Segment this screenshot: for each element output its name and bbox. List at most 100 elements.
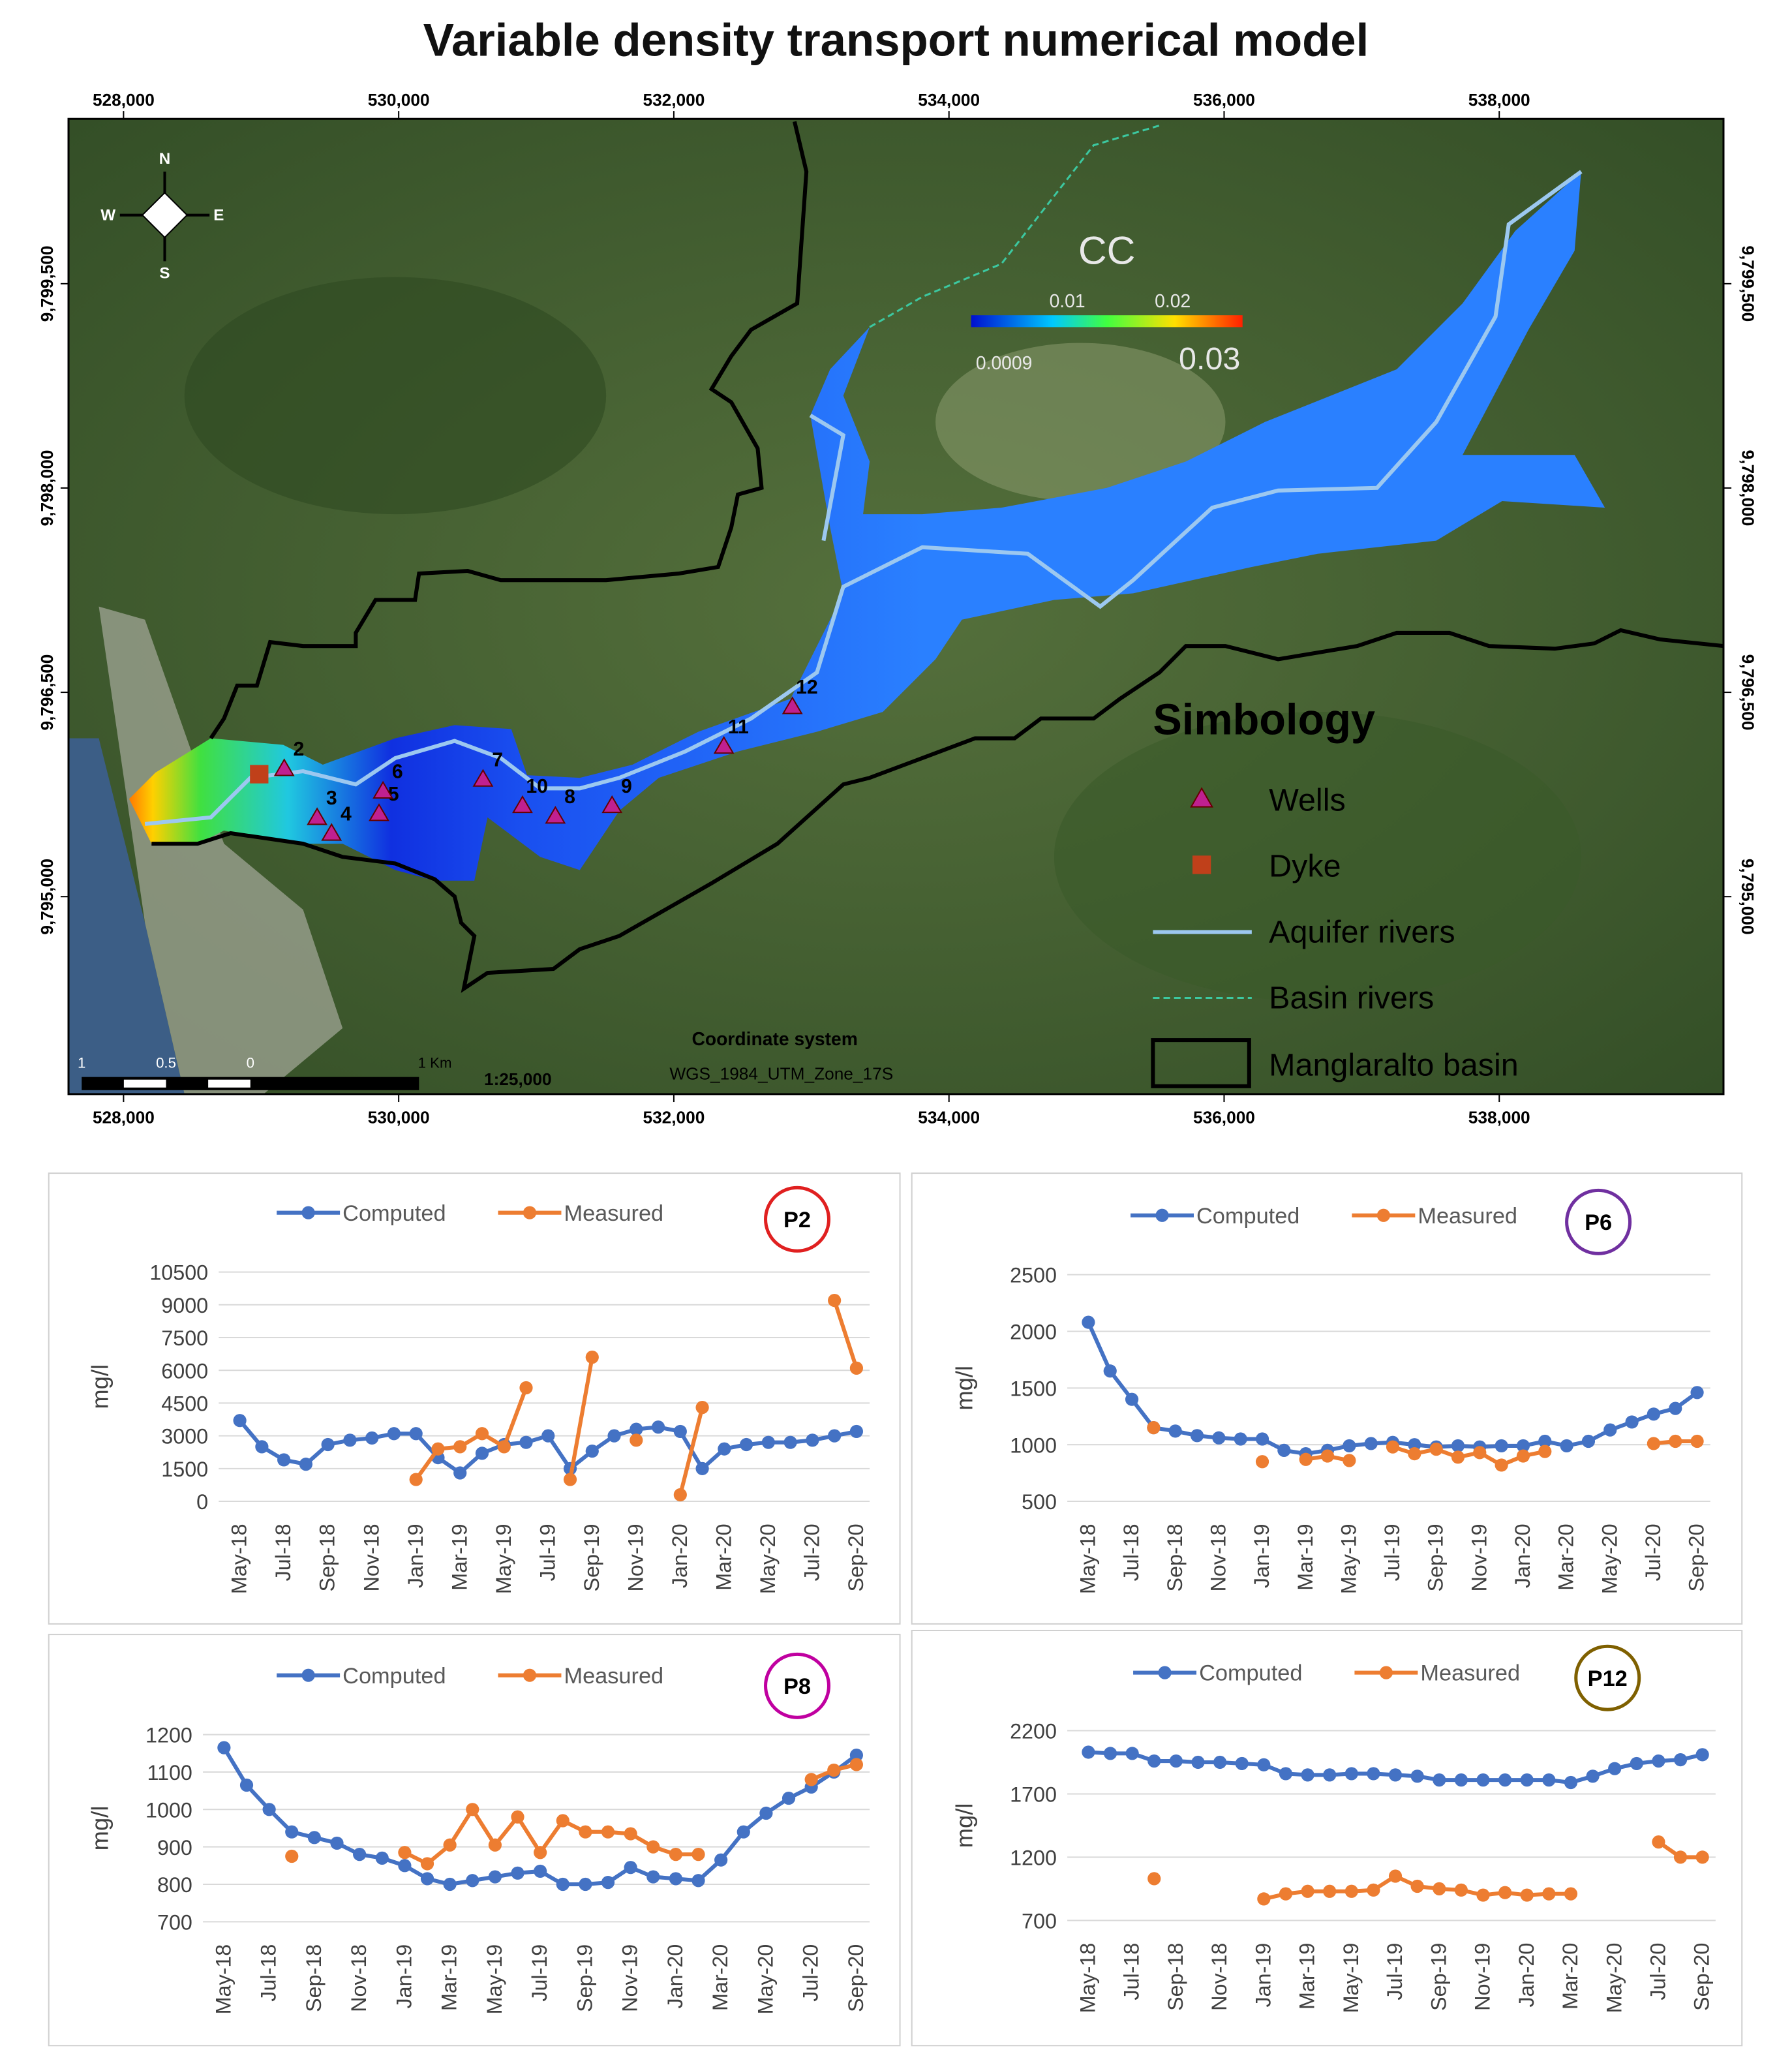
x-tick-label: Jul-18 [1119, 1523, 1143, 1581]
compass-s: S [159, 265, 170, 283]
x-tick-label: Nov-18 [347, 1944, 371, 2012]
well [713, 736, 735, 754]
map-forest [1054, 712, 1581, 1002]
series-point [233, 1414, 247, 1428]
series-point [299, 1458, 312, 1471]
series-point [398, 1846, 412, 1860]
series-line [414, 1300, 858, 1495]
x-tick-label: Jul-20 [1647, 1943, 1670, 2000]
series-point [1255, 1455, 1269, 1469]
map-x-tick-label: 534,000 [918, 1107, 980, 1127]
series-point [1388, 1768, 1403, 1782]
map-y-tick-label: 9,798,000 [1738, 450, 1757, 527]
map-x-tick-label: 536,000 [1193, 1107, 1255, 1127]
series-point [601, 1876, 615, 1890]
y-tick-label: 700 [1022, 1909, 1057, 1933]
chart-frame [48, 1172, 901, 1625]
map-y-tick-label: 9,796,500 [1738, 654, 1757, 731]
series-point [1213, 1755, 1227, 1769]
y-tick-label: 2500 [1010, 1264, 1057, 1287]
series-point [1147, 1872, 1161, 1886]
map-town [935, 343, 1226, 501]
series-point [1299, 1452, 1313, 1466]
series-point [1125, 1392, 1139, 1406]
series-point [511, 1810, 524, 1824]
colorbar-bar [971, 315, 1243, 328]
series-point [1367, 1883, 1380, 1897]
series-point [1433, 1882, 1446, 1895]
x-tick-label: Sep-19 [1424, 1523, 1448, 1591]
legend-point [301, 1668, 315, 1682]
legend-item: Wells [1269, 783, 1346, 818]
legend-point [1379, 1666, 1393, 1679]
series-point [1343, 1454, 1356, 1467]
series-point [1476, 1888, 1490, 1902]
series-point [1564, 1887, 1578, 1901]
series-point [466, 1803, 479, 1816]
x-tick-label: Jan-20 [668, 1523, 691, 1588]
compass-n: N [159, 150, 171, 168]
map-x-tick-label: 534,000 [918, 90, 980, 110]
series-point [1538, 1434, 1552, 1448]
coordinate-system-name: WGS_1984_UTM_Zone_17S [669, 1064, 893, 1084]
y-axis-label: mg/l [951, 1366, 978, 1411]
series-point [740, 1437, 753, 1452]
series-point [1520, 1773, 1534, 1787]
series-point [1538, 1445, 1552, 1458]
x-tick-label: May-20 [1598, 1523, 1621, 1594]
series-point [1451, 1439, 1465, 1453]
y-tick-label: 500 [1022, 1490, 1057, 1514]
series-point [1364, 1437, 1378, 1450]
series-point [782, 1791, 796, 1805]
series-point [1410, 1879, 1424, 1893]
map-x-tick-label: 530,000 [368, 90, 430, 110]
x-tick-label: May-19 [1337, 1523, 1360, 1594]
series-point [1082, 1315, 1095, 1329]
series-point [1495, 1458, 1508, 1472]
scalebar-label: 0.5 [156, 1055, 176, 1071]
x-tick-label: Sep-20 [1685, 1523, 1708, 1591]
well-label: 5 [388, 784, 399, 805]
series-point [849, 1424, 864, 1439]
x-tick-label: Sep-20 [844, 1523, 868, 1591]
series-point [1344, 1767, 1358, 1781]
series-point [849, 1749, 864, 1762]
series-point [1277, 1443, 1291, 1457]
series-point [1388, 1869, 1403, 1883]
series-point [585, 1444, 599, 1458]
series-point [285, 1825, 299, 1839]
x-tick-label: Jan-19 [1251, 1943, 1275, 2008]
series-point [828, 1294, 842, 1308]
series-point [1257, 1892, 1271, 1906]
series-point [1255, 1432, 1269, 1446]
basin-boundary [209, 121, 809, 740]
map-frame [67, 117, 1725, 1095]
series-point [321, 1437, 335, 1452]
series-point [1564, 1775, 1578, 1790]
x-tick-label: Nov-18 [1206, 1523, 1230, 1591]
x-tick-label: Nov-19 [624, 1523, 647, 1591]
map-x-tick-label: 532,000 [643, 90, 705, 110]
compass-w: W [100, 207, 115, 224]
scalebar-label: 1 Km [418, 1055, 452, 1071]
colorbar-label: 0.0009 [976, 352, 1032, 373]
x-tick-label: Jan-19 [1250, 1523, 1273, 1588]
y-tick-label: 1100 [147, 1761, 192, 1784]
well [369, 803, 389, 821]
series-point [1433, 1773, 1446, 1787]
chart-title: P12 [1588, 1666, 1628, 1691]
x-tick-label: Nov-19 [1471, 1943, 1495, 2011]
x-tick-label: Mar-20 [1555, 1523, 1578, 1590]
legend-basin-symbol [1151, 1038, 1251, 1088]
well [472, 769, 494, 787]
y-tick-label: 0 [196, 1490, 208, 1514]
series-point [534, 1846, 547, 1860]
legend-point [1158, 1666, 1172, 1679]
x-tick-label: Jul-19 [1383, 1943, 1406, 2000]
series-point [262, 1803, 276, 1816]
y-tick-label: 6000 [161, 1359, 208, 1383]
series-point [330, 1836, 344, 1850]
legend-label: Measured [1418, 1204, 1517, 1229]
x-tick-label: May-20 [756, 1523, 780, 1594]
series-point [1695, 1748, 1709, 1762]
